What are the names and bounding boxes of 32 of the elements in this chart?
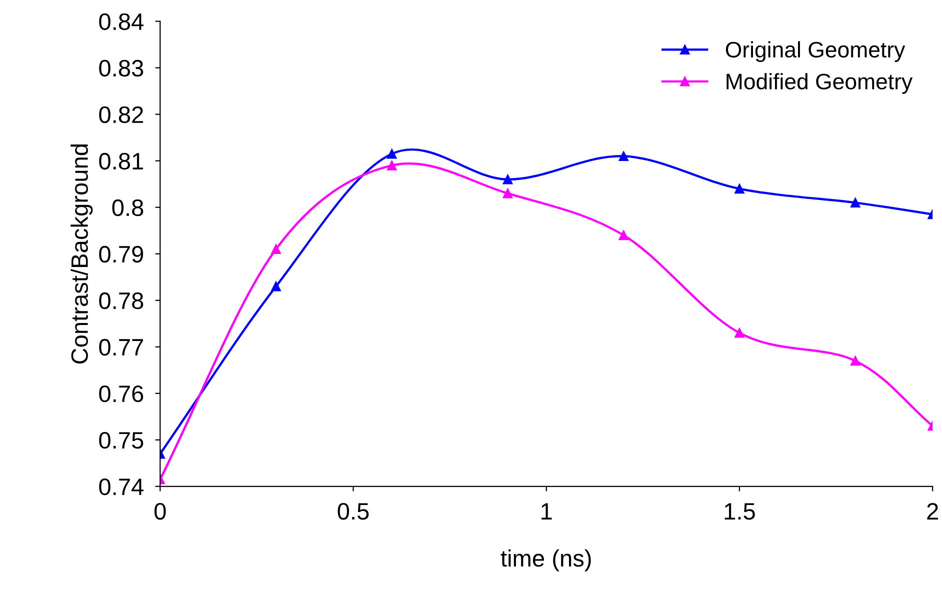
y-tick-label: 0.77 [99,338,143,356]
legend-label: Original Geometry [726,41,906,62]
x-tick-label: 1.5 [724,503,755,520]
point [502,174,513,184]
point [734,184,744,194]
y-tick-label: 0.79 [99,246,144,263]
x-tick-label: 2 [927,502,938,520]
point [271,244,281,254]
y-axis-title: Contrast/Background [70,144,93,364]
x-tick-label: 0.5 [338,502,369,520]
point [734,328,744,338]
point [850,356,860,366]
y-tick-label: 0.83 [99,60,144,77]
point [850,198,860,208]
point [618,151,628,162]
point [618,230,628,240]
x-tick-label: 0 [154,502,166,520]
y-tick-label: 0.81 [99,152,144,170]
y-tick-label: 0.75 [99,432,144,449]
y-tick-label: 0.8 [112,199,144,216]
x-axis-title: time (ns) [500,549,591,572]
point [271,282,281,292]
x-tick-label: 1 [542,503,552,520]
y-tick-label: 0.78 [99,292,144,310]
point [502,188,513,198]
y-tick-label: 0.82 [99,106,143,124]
point [387,160,397,170]
y-tick-label: 0.74 [99,478,144,496]
point [387,148,397,159]
y-tick-label: 0.84 [99,13,144,30]
legend-label: Modified Geometry [726,73,913,94]
y-tick-label: 0.76 [99,385,144,402]
